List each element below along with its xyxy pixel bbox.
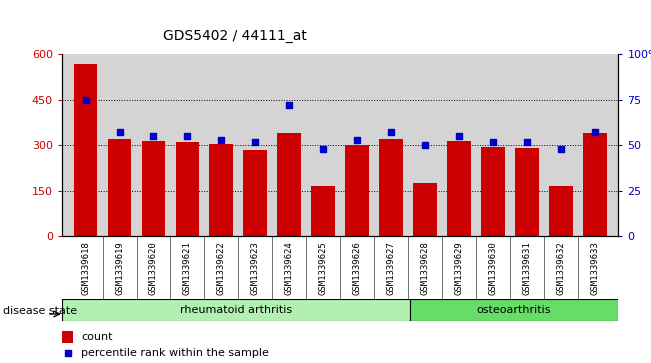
Bar [583,133,607,236]
Point [216,137,227,143]
Point [182,133,193,139]
Bar [176,142,199,236]
Bar [277,133,301,236]
Text: GSM1339625: GSM1339625 [319,241,327,295]
Text: rheumatoid arthritis: rheumatoid arthritis [180,305,292,315]
Point [318,146,328,152]
Point [284,102,294,108]
Text: count: count [81,332,113,342]
Point [148,133,159,139]
Text: GSM1339633: GSM1339633 [590,241,599,295]
Text: GSM1339630: GSM1339630 [488,241,497,295]
Text: GSM1339618: GSM1339618 [81,241,90,295]
Text: GSM1339620: GSM1339620 [149,241,158,295]
Text: GSM1339629: GSM1339629 [454,241,464,295]
Bar [413,183,437,236]
Text: GSM1339622: GSM1339622 [217,241,226,295]
Point [115,130,125,135]
Text: GSM1339627: GSM1339627 [387,241,396,295]
Text: GSM1339621: GSM1339621 [183,241,192,295]
Text: GSM1339624: GSM1339624 [284,241,294,295]
Bar [379,139,403,236]
Point [386,130,396,135]
Bar [409,299,618,321]
Text: GDS5402 / 44111_at: GDS5402 / 44111_at [163,29,307,43]
Bar [74,64,98,236]
Bar [345,145,369,236]
Bar [62,299,409,321]
Point [62,350,73,356]
Text: percentile rank within the sample: percentile rank within the sample [81,348,270,358]
Point [352,137,363,143]
Bar [62,331,73,343]
Text: GSM1339628: GSM1339628 [421,241,430,295]
Point [420,142,430,148]
Point [80,97,90,103]
Text: GSM1339619: GSM1339619 [115,241,124,295]
Bar [447,140,471,236]
Text: GSM1339623: GSM1339623 [251,241,260,295]
Text: GSM1339632: GSM1339632 [556,241,565,295]
Point [555,146,566,152]
Text: GSM1339626: GSM1339626 [353,241,361,295]
Point [521,139,532,144]
Bar [107,139,132,236]
Text: disease state: disease state [3,306,77,316]
Text: osteoarthritis: osteoarthritis [477,305,551,315]
Bar [311,186,335,236]
Bar [210,144,233,236]
Bar [481,147,505,236]
Point [250,139,260,144]
Bar [549,186,573,236]
Bar [142,140,165,236]
Point [488,139,498,144]
Text: GSM1339631: GSM1339631 [522,241,531,295]
Point [590,130,600,135]
Point [454,133,464,139]
Bar [243,150,267,236]
Bar [515,148,538,236]
